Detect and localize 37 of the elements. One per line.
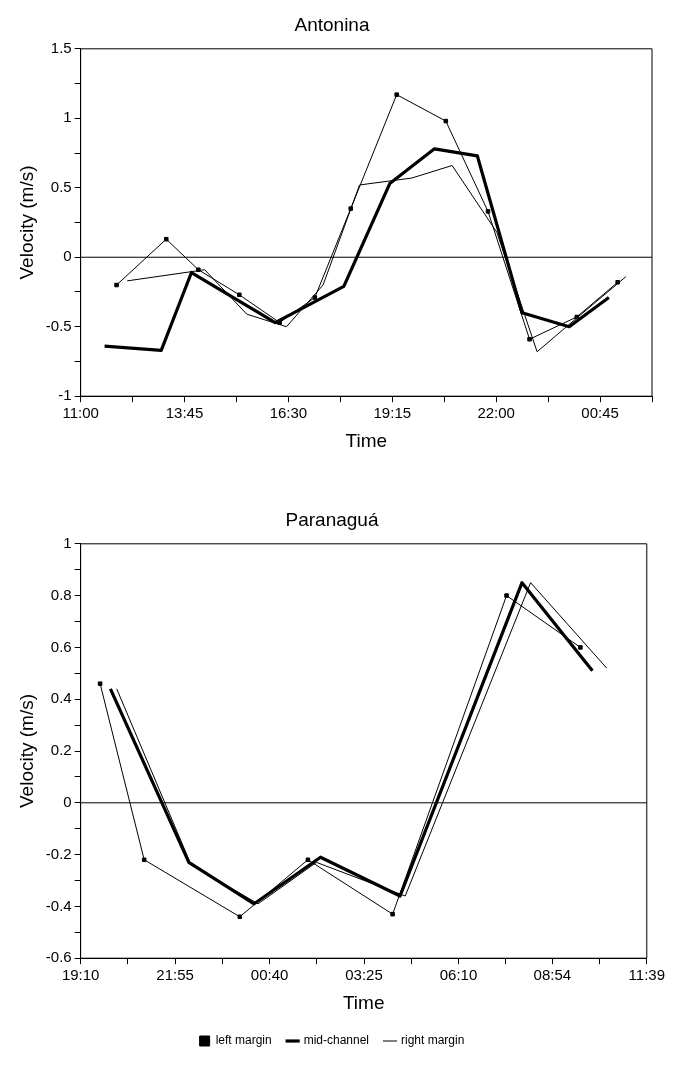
y-tick-label: 1 [63, 533, 72, 551]
y-tick-label: -0.6 [45, 948, 72, 966]
chart-title: Paranaguá [285, 508, 379, 530]
x-tick-label: 16:30 [269, 404, 308, 422]
y-tick-label: 0.2 [50, 741, 72, 759]
y-tick-label: 1.5 [50, 38, 72, 56]
x-tick-label: 19:10 [61, 966, 100, 984]
y-tick-label: 0.8 [50, 585, 72, 603]
legend-label: mid-channel [303, 1033, 370, 1048]
legend-label: left margin [215, 1033, 272, 1048]
x-tick-label: 08:54 [533, 966, 572, 984]
x-axis-title: Time [342, 991, 385, 1013]
y-tick-label: 0.5 [50, 177, 72, 195]
y-tick-label: -0.5 [45, 316, 72, 334]
x-tick-label: 00:40 [250, 966, 289, 984]
x-tick-label: 22:00 [477, 404, 515, 422]
y-axis-title: Velocity (m/s) [15, 693, 37, 809]
y-tick-label: 0 [63, 247, 72, 265]
y-tick-label: 0 [63, 792, 72, 810]
y-axis-title: Velocity (m/s) [15, 165, 37, 280]
x-tick-label: 13:45 [165, 404, 204, 422]
y-tick-label: 0.6 [50, 637, 72, 655]
x-tick-label: 21:55 [156, 966, 194, 984]
x-tick-label: 03:25 [345, 966, 383, 984]
y-tick-label: -0.4 [45, 896, 72, 914]
x-tick-label: 19:15 [373, 404, 412, 422]
y-tick-label: -1 [58, 386, 72, 404]
y-tick-label: 0.4 [50, 689, 72, 707]
y-tick-label: -0.2 [45, 844, 72, 862]
x-tick-label: 06:10 [439, 966, 478, 984]
y-tick-label: 1 [63, 108, 72, 126]
chart-title: Antonina [294, 13, 370, 35]
x-axis-title: Time [345, 429, 388, 451]
x-tick-label: 11:00 [62, 404, 99, 422]
legend-label: right margin [401, 1033, 465, 1048]
x-tick-label: 11:39 [628, 966, 666, 984]
x-tick-label: 00:45 [581, 404, 619, 422]
